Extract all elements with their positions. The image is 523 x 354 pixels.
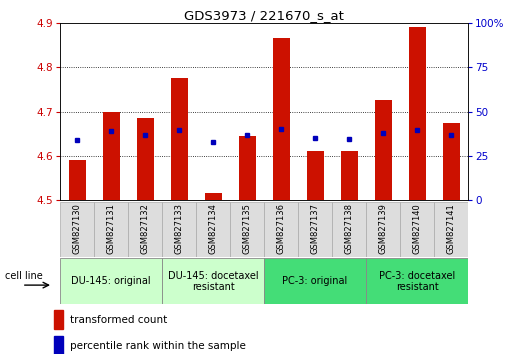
- Bar: [103, 112, 120, 200]
- Title: GDS3973 / 221670_s_at: GDS3973 / 221670_s_at: [184, 9, 344, 22]
- Bar: [60, 258, 162, 304]
- Bar: [272, 39, 290, 200]
- Bar: [54, 310, 63, 329]
- Bar: [196, 202, 230, 257]
- Bar: [374, 101, 392, 200]
- Bar: [238, 136, 256, 200]
- Text: percentile rank within the sample: percentile rank within the sample: [70, 341, 246, 351]
- Text: PC-3: original: PC-3: original: [282, 276, 348, 286]
- Text: DU-145: original: DU-145: original: [71, 276, 151, 286]
- Bar: [442, 122, 460, 200]
- Text: GSM827131: GSM827131: [107, 204, 116, 254]
- Text: transformed count: transformed count: [70, 315, 167, 325]
- Bar: [366, 202, 400, 257]
- Text: DU-145: docetaxel
resistant: DU-145: docetaxel resistant: [168, 270, 258, 292]
- Text: GSM827133: GSM827133: [175, 204, 184, 255]
- Text: GSM827137: GSM827137: [311, 204, 320, 255]
- Bar: [54, 336, 63, 354]
- Bar: [306, 151, 324, 200]
- Bar: [162, 258, 264, 304]
- Bar: [128, 202, 162, 257]
- Bar: [204, 193, 222, 200]
- Bar: [298, 202, 332, 257]
- Text: GSM827140: GSM827140: [413, 204, 422, 254]
- Text: GSM827130: GSM827130: [73, 204, 82, 254]
- Text: GSM827139: GSM827139: [379, 204, 388, 254]
- Bar: [264, 202, 298, 257]
- Bar: [162, 202, 196, 257]
- Bar: [366, 258, 468, 304]
- Text: PC-3: docetaxel
resistant: PC-3: docetaxel resistant: [379, 270, 455, 292]
- Bar: [340, 151, 358, 200]
- Bar: [332, 202, 366, 257]
- Text: GSM827134: GSM827134: [209, 204, 218, 254]
- Bar: [137, 118, 154, 200]
- Bar: [94, 202, 128, 257]
- Bar: [230, 202, 264, 257]
- Bar: [69, 160, 86, 200]
- Text: GSM827141: GSM827141: [447, 204, 456, 254]
- Bar: [434, 202, 468, 257]
- Text: cell line: cell line: [5, 271, 42, 281]
- Text: GSM827135: GSM827135: [243, 204, 252, 254]
- Text: GSM827138: GSM827138: [345, 204, 354, 255]
- Bar: [408, 28, 426, 200]
- Bar: [170, 78, 188, 200]
- Bar: [400, 202, 434, 257]
- Text: GSM827136: GSM827136: [277, 204, 286, 255]
- Bar: [264, 258, 366, 304]
- Text: GSM827132: GSM827132: [141, 204, 150, 254]
- Bar: [60, 202, 94, 257]
